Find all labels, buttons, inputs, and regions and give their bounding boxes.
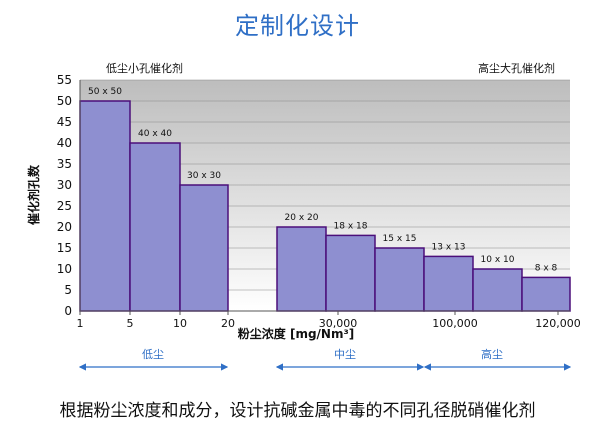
y-tick-label: 15 bbox=[57, 241, 72, 255]
dust-ranges: 低尘 中尘 高尘 bbox=[78, 347, 572, 371]
y-tick-label: 50 bbox=[57, 94, 72, 108]
bar-label: 20 x 20 bbox=[285, 213, 319, 223]
range-label-high: 高尘 bbox=[481, 347, 503, 361]
x-tick-label: 10 bbox=[173, 317, 187, 330]
x-tick-labels: 1 5 10 20 30,000 100,000 120,000 bbox=[77, 311, 581, 330]
bar-label: 15 x 15 bbox=[383, 234, 417, 244]
bar bbox=[276, 226, 327, 312]
bar bbox=[374, 247, 425, 312]
annotation-right: 高尘大孔催化剂 bbox=[478, 61, 555, 75]
bars-group: 50 x 50 40 x 40 30 x 30 20 x 20 18 x 18 15 x … bbox=[79, 87, 571, 312]
y-tick-label: 25 bbox=[57, 199, 72, 213]
slide-caption: 根据粉尘浓度和成分，设计抗碱金属中毒的不同孔径脱硝催化剂 bbox=[59, 401, 536, 421]
bar bbox=[423, 255, 474, 312]
range-label-low: 低尘 bbox=[142, 348, 164, 361]
bar bbox=[325, 234, 376, 312]
y-tick-label: 35 bbox=[57, 157, 72, 171]
x-axis-label: 粉尘浓度 [mg/Nm³] bbox=[238, 326, 354, 341]
x-tick-label: 30,000 bbox=[319, 317, 358, 330]
y-tick-label: 20 bbox=[57, 220, 72, 234]
slide-title: 定制化设计 bbox=[235, 12, 360, 40]
bar bbox=[521, 276, 571, 312]
y-tick-label: 40 bbox=[57, 136, 72, 150]
bar-label: 13 x 13 bbox=[432, 242, 466, 252]
bar bbox=[79, 100, 131, 312]
y-tick-label: 5 bbox=[64, 283, 72, 297]
bar-label: 18 x 18 bbox=[334, 221, 368, 231]
y-tick-labels: 0 5 10 15 20 25 30 35 40 45 50 55 bbox=[57, 73, 72, 318]
x-tick-label: 100,000 bbox=[432, 317, 478, 330]
y-tick-label: 10 bbox=[57, 262, 72, 276]
x-tick-label: 1 bbox=[77, 317, 84, 330]
range-label-medium: 中尘 bbox=[334, 348, 356, 361]
y-axis-label: 催化剂孔数 bbox=[26, 164, 41, 225]
bar bbox=[129, 142, 181, 312]
bar-label: 8 x 8 bbox=[535, 263, 558, 273]
bar bbox=[179, 184, 229, 312]
y-tick-label: 30 bbox=[57, 178, 72, 192]
bar-label: 50 x 50 bbox=[88, 87, 122, 97]
bar-label: 40 x 40 bbox=[138, 129, 172, 139]
x-tick-label: 20 bbox=[221, 317, 235, 330]
bar bbox=[472, 268, 523, 312]
y-tick-label: 55 bbox=[57, 73, 72, 87]
x-tick-label: 5 bbox=[127, 317, 134, 330]
bar-label: 10 x 10 bbox=[481, 255, 515, 265]
y-tick-label: 0 bbox=[64, 304, 72, 318]
bar-label: 30 x 30 bbox=[187, 171, 221, 181]
y-tick-label: 45 bbox=[57, 115, 72, 129]
x-tick-label: 120,000 bbox=[535, 317, 581, 330]
annotation-left: 低尘小孔催化剂 bbox=[106, 61, 183, 75]
